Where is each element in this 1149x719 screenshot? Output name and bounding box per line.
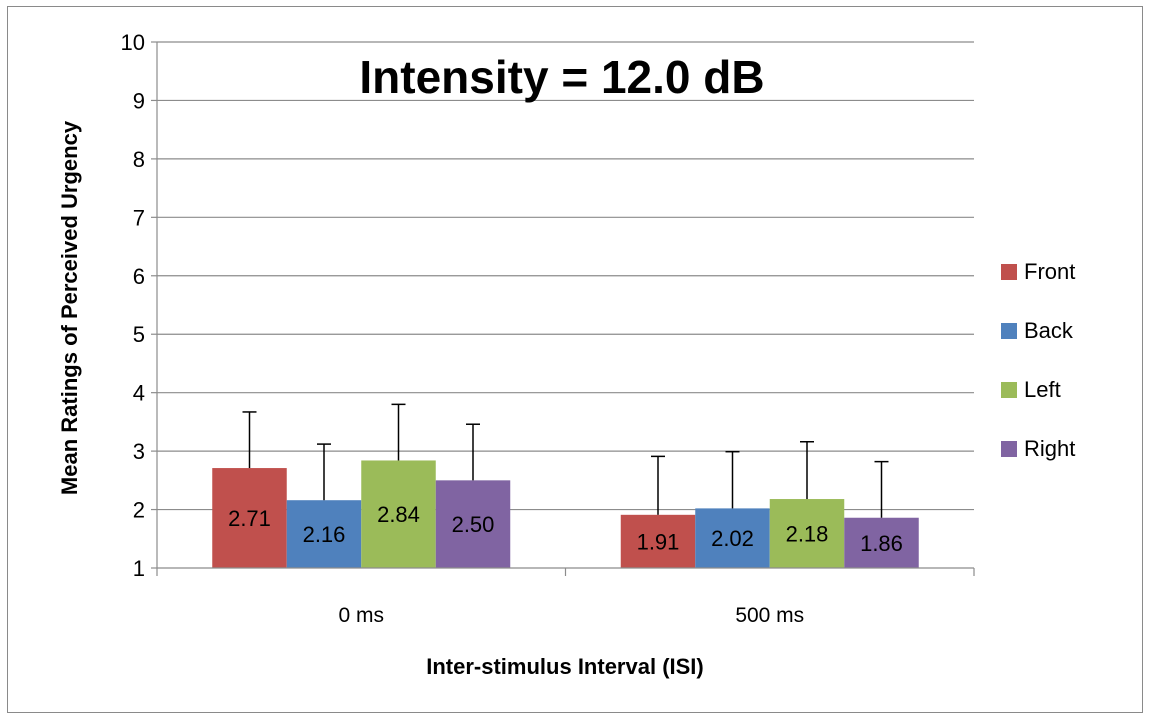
y-tick-label: 10 xyxy=(121,30,145,55)
data-label: 2.71 xyxy=(228,506,271,531)
data-label: 1.91 xyxy=(637,529,680,554)
data-label: 2.50 xyxy=(452,512,495,537)
y-tick-label: 8 xyxy=(133,147,145,172)
legend-label-right: Right xyxy=(1024,436,1075,461)
y-tick-labels: 1 2 3 4 5 6 7 8 9 10 xyxy=(121,30,145,581)
y-tick-label: 6 xyxy=(133,264,145,289)
legend: Front Back Left Right xyxy=(1001,259,1075,461)
legend-label-front: Front xyxy=(1024,259,1075,284)
bar-back xyxy=(286,500,362,568)
y-tick-label: 3 xyxy=(133,439,145,464)
x-axis-label: Inter-stimulus Interval (ISI) xyxy=(426,654,704,679)
chart-title: Intensity = 12.0 dB xyxy=(359,51,764,103)
bars xyxy=(212,460,919,568)
y-tick-label: 7 xyxy=(133,205,145,230)
data-label: 2.02 xyxy=(711,526,754,551)
legend-swatch-right xyxy=(1001,441,1017,457)
bar-back xyxy=(695,508,770,568)
data-label: 2.18 xyxy=(786,522,829,547)
chart-frame xyxy=(7,6,1143,713)
y-tick-label: 4 xyxy=(133,381,145,406)
y-tick-label: 2 xyxy=(133,498,145,523)
legend-label-left: Left xyxy=(1024,377,1061,402)
x-category-labels: 0 ms 500 ms xyxy=(338,604,804,627)
legend-swatch-back xyxy=(1001,323,1017,339)
bar-left xyxy=(769,499,845,568)
bar-right xyxy=(844,517,919,568)
data-label: 1.86 xyxy=(860,531,903,556)
legend-swatch-front xyxy=(1001,264,1017,280)
y-tick-label: 1 xyxy=(133,556,145,581)
x-category-label: 0 ms xyxy=(338,604,384,627)
data-label: 2.84 xyxy=(377,502,420,527)
y-axis-label: Mean Ratings of Perceived Urgency xyxy=(57,120,82,495)
legend-label-back: Back xyxy=(1024,318,1074,343)
bar-right xyxy=(435,480,511,568)
gridlines xyxy=(157,41,974,511)
bar-front xyxy=(212,468,287,568)
legend-swatch-left xyxy=(1001,382,1017,398)
bar-front xyxy=(620,514,696,568)
y-tick-label: 5 xyxy=(133,322,145,347)
y-tick-label: 9 xyxy=(133,88,145,113)
data-labels: 2.71 1.91 2.16 2.02 2.84 2.18 2.50 1.86 xyxy=(228,502,903,556)
data-label: 2.16 xyxy=(303,522,346,547)
bar-left xyxy=(361,460,436,568)
error-bars xyxy=(242,403,889,518)
x-category-label: 500 ms xyxy=(735,604,804,627)
axes xyxy=(151,41,975,576)
